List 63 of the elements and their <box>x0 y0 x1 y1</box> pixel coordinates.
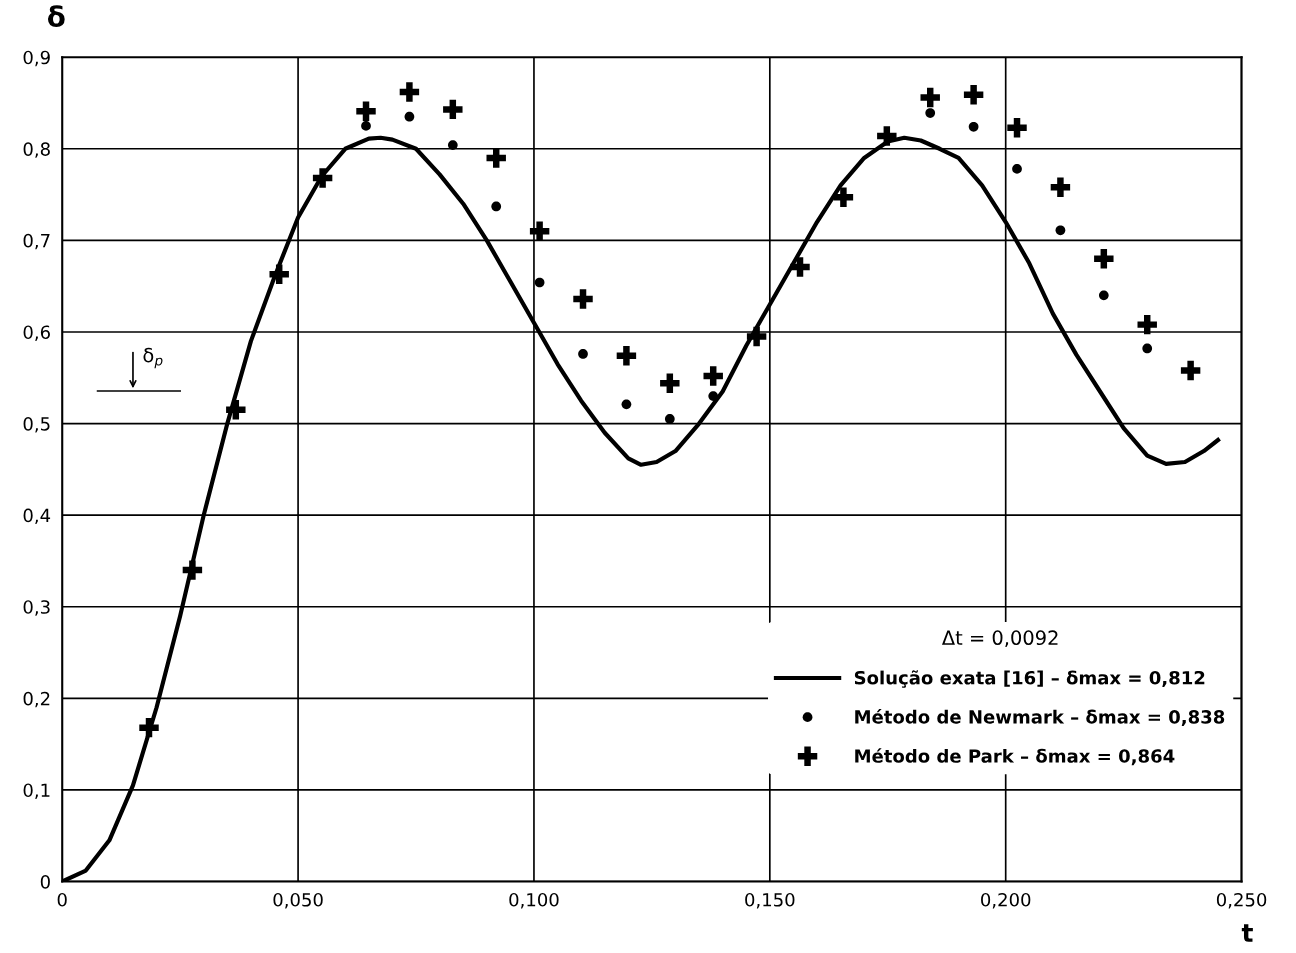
y-tick-label: 0,5 <box>23 417 50 433</box>
point <box>529 221 550 241</box>
y-tick-label: 0,2 <box>23 691 50 708</box>
legend-label: Solução exata [16] – δmax = 0,812 <box>854 670 1205 688</box>
legend-label: Método de Park – δmax = 0,864 <box>855 748 1175 766</box>
point <box>491 201 502 212</box>
point <box>139 717 159 738</box>
point <box>356 101 376 121</box>
point <box>486 148 506 168</box>
point <box>790 257 810 277</box>
point <box>534 277 545 288</box>
y-tick-label: 0,8 <box>23 142 50 158</box>
point <box>1094 248 1114 269</box>
point <box>968 121 979 132</box>
x-tick-label: 0,050 <box>273 892 323 909</box>
point <box>1050 177 1071 197</box>
point <box>660 373 680 393</box>
legend-label: Método de Newmark – δmax = 0,838 <box>855 709 1225 727</box>
x-axis-title: t <box>1241 924 1253 942</box>
point <box>1137 314 1157 335</box>
point <box>443 99 463 120</box>
point <box>573 289 593 309</box>
point <box>664 414 675 424</box>
annotation: δ$_{p}$ <box>143 347 163 369</box>
point <box>578 349 588 359</box>
point <box>1098 290 1109 301</box>
point <box>182 560 203 580</box>
x-tick-label: 0,100 <box>509 892 559 909</box>
point <box>1055 225 1066 236</box>
point <box>708 391 719 401</box>
y-axis-title: δ <box>47 5 65 28</box>
x-tick-label: 0,250 <box>1216 892 1267 909</box>
y-tick-label: 0,3 <box>23 600 50 616</box>
point <box>269 264 289 284</box>
point <box>1142 343 1153 354</box>
x-tick-label: 0,200 <box>981 892 1031 909</box>
y-tick-label: 0,9 <box>23 50 50 67</box>
point <box>963 85 984 105</box>
y-tick-label: 0,4 <box>23 508 51 525</box>
point <box>1180 360 1201 381</box>
point <box>920 87 940 108</box>
point <box>703 366 723 386</box>
point <box>1007 117 1027 138</box>
point <box>1012 164 1022 174</box>
point <box>404 111 415 122</box>
point <box>399 82 420 102</box>
point <box>621 399 632 410</box>
y-tick-label: 0 <box>40 874 50 889</box>
legend-title: Δt = 0,0092 <box>941 630 1058 648</box>
x-tick-label: 0,150 <box>745 892 795 909</box>
point <box>312 168 333 188</box>
x-tick-label: 0 <box>57 892 67 907</box>
point <box>925 108 936 118</box>
y-tick-label: 0,1 <box>23 783 50 799</box>
point <box>226 400 246 420</box>
point <box>361 121 371 131</box>
point <box>447 140 458 150</box>
y-tick-label: 0,6 <box>23 325 50 341</box>
point <box>746 326 767 347</box>
point <box>616 346 637 366</box>
y-tick-label: 0,7 <box>23 233 50 250</box>
point <box>877 126 897 146</box>
point <box>833 187 854 208</box>
